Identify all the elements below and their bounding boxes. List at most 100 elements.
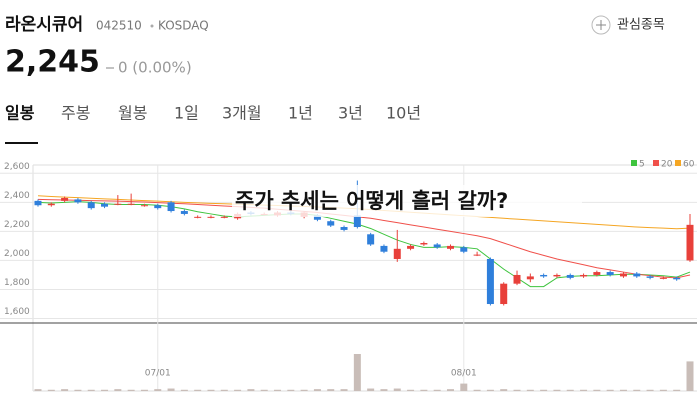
candle-body bbox=[433, 244, 441, 248]
candle-body bbox=[87, 202, 95, 209]
candle-body bbox=[513, 274, 521, 284]
x-tick-label: 08/01 bbox=[451, 369, 477, 379]
period-tab[interactable]: 주봉 bbox=[61, 104, 90, 123]
moving-average-line bbox=[37, 198, 691, 279]
volume-bar bbox=[619, 389, 627, 391]
candle-body bbox=[566, 274, 574, 278]
legend-label: 20 bbox=[661, 160, 673, 170]
candle-body bbox=[74, 199, 82, 203]
candle-body bbox=[34, 200, 42, 206]
watch-icon bbox=[591, 15, 611, 35]
legend-swatch bbox=[675, 160, 681, 166]
y-tick-label: 1,600 bbox=[4, 307, 30, 317]
candle-body bbox=[167, 202, 175, 212]
candle-body bbox=[500, 283, 508, 305]
volume-bar bbox=[340, 389, 348, 391]
volume-bar bbox=[446, 389, 454, 391]
volume-bar bbox=[300, 389, 308, 391]
period-tab[interactable]: 3개월 bbox=[222, 104, 262, 123]
candle-body bbox=[207, 216, 215, 218]
candle-body bbox=[154, 205, 162, 209]
volume-bar bbox=[47, 389, 55, 391]
volume-bar bbox=[659, 389, 667, 391]
candle-body bbox=[553, 274, 561, 277]
candle-body bbox=[686, 224, 694, 261]
period-tab[interactable]: 3년 bbox=[338, 104, 363, 123]
watch-button[interactable]: 관심종목 bbox=[591, 15, 665, 35]
volume-bar bbox=[606, 389, 614, 391]
y-tick-label: 2,600 bbox=[4, 162, 30, 172]
candle-body bbox=[180, 211, 188, 214]
volume-bar bbox=[167, 388, 175, 391]
overlay-title-bg bbox=[232, 185, 582, 217]
legend-label: 60 bbox=[683, 160, 695, 170]
candle-body bbox=[673, 277, 681, 280]
candle-body bbox=[486, 258, 494, 305]
volume-bar bbox=[513, 389, 521, 391]
volume-bar bbox=[433, 389, 441, 391]
separator-dot bbox=[150, 24, 154, 28]
volume-bar bbox=[526, 389, 534, 391]
period-tab[interactable]: 1일 bbox=[174, 104, 199, 123]
volume-bar bbox=[140, 389, 148, 391]
legend-swatch bbox=[631, 160, 637, 166]
period-tabs: 일봉 주봉 월봉 1일 3개월 1년 3년 10년 bbox=[5, 104, 421, 123]
candle-body bbox=[114, 203, 122, 205]
volume-bar bbox=[593, 389, 601, 391]
candle-body bbox=[619, 273, 627, 277]
watch-label[interactable]: 관심종목 bbox=[617, 18, 665, 33]
candle-body bbox=[420, 243, 428, 245]
candle-body bbox=[327, 221, 335, 226]
volume-bar bbox=[101, 389, 109, 391]
watch-plus bbox=[596, 20, 606, 30]
candle-body bbox=[540, 274, 548, 277]
candle-body bbox=[646, 276, 654, 278]
candle-body bbox=[446, 245, 454, 249]
candle-body bbox=[460, 247, 468, 252]
volume-bar bbox=[194, 389, 202, 391]
candle-body bbox=[194, 216, 202, 218]
stock-change: 0 (0.00%) bbox=[118, 59, 192, 77]
candle-body bbox=[340, 227, 348, 230]
volume-bar bbox=[313, 389, 321, 391]
volume-bar bbox=[500, 389, 508, 391]
candle-body bbox=[407, 245, 415, 249]
volume-bar bbox=[87, 389, 95, 391]
volume-bar bbox=[393, 388, 401, 391]
period-tab[interactable]: 월봉 bbox=[118, 104, 147, 123]
legend-label: 5 bbox=[639, 160, 645, 170]
volume-bar bbox=[287, 389, 295, 391]
volume-bar bbox=[566, 389, 574, 391]
candle-body bbox=[101, 203, 109, 207]
candle-body bbox=[659, 277, 667, 279]
stock-chart: 1,600 1,800 2,000 2,200 2,400 2,600 07/01 08/01… bbox=[0, 160, 697, 392]
volume-bar bbox=[460, 383, 468, 391]
period-tab[interactable]: 일봉 bbox=[5, 104, 35, 123]
candle-body bbox=[61, 197, 69, 201]
y-tick-label: 2,200 bbox=[4, 220, 30, 230]
candle-body bbox=[380, 245, 388, 252]
stock-market: KOSDAQ bbox=[158, 19, 209, 33]
period-tab[interactable]: 10년 bbox=[386, 104, 421, 123]
volume-bar bbox=[127, 389, 135, 391]
volume-bar bbox=[380, 389, 388, 391]
y-tick-label: 2,000 bbox=[4, 249, 30, 259]
candle-body bbox=[393, 248, 401, 259]
volume-bar bbox=[234, 389, 242, 391]
volume-bar bbox=[673, 389, 681, 391]
candle-body bbox=[353, 215, 361, 228]
volume-bar bbox=[114, 389, 122, 391]
volume-bar bbox=[420, 389, 428, 391]
volume-bar bbox=[633, 389, 641, 391]
stock-price: 2,245 bbox=[5, 45, 100, 80]
volume-bar bbox=[247, 389, 255, 391]
volume-bar bbox=[180, 389, 188, 391]
candle-body bbox=[127, 203, 135, 205]
period-tab[interactable]: 1년 bbox=[288, 104, 313, 123]
volume-bar bbox=[646, 389, 654, 391]
candle-body bbox=[580, 274, 588, 277]
stock-name: 라온시큐어 bbox=[5, 15, 83, 35]
volume-bar bbox=[207, 389, 215, 391]
candle-body bbox=[593, 272, 601, 275]
